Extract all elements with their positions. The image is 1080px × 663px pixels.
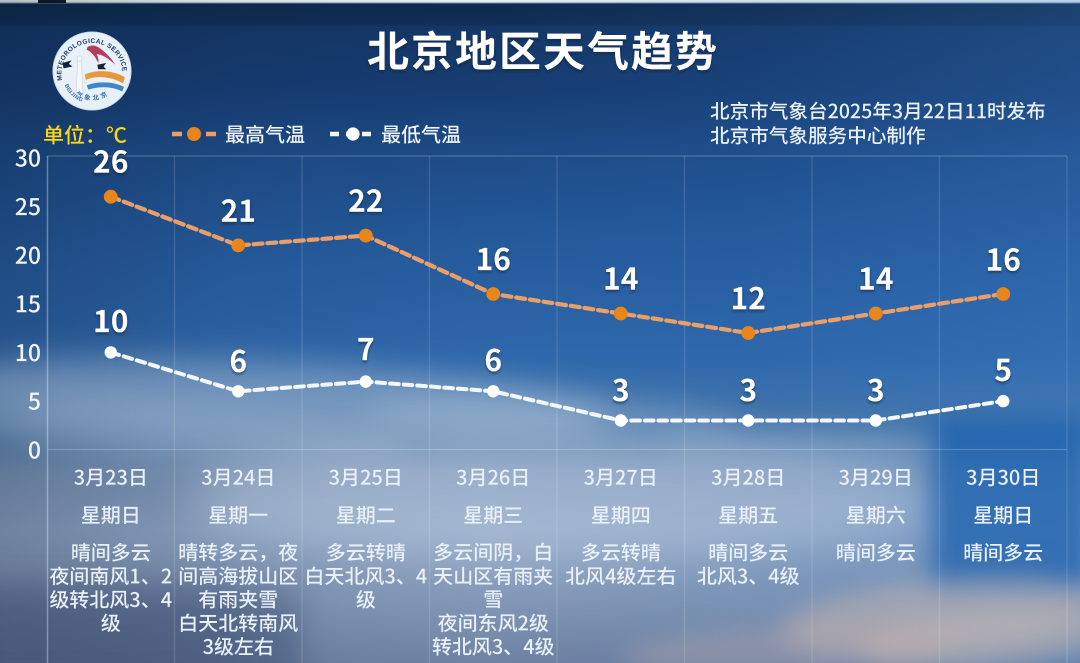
svg-text:BEIJING: BEIJING [63,83,84,104]
svg-text:METEOROLOGICAL SERVICE: METEOROLOGICAL SERVICE [56,38,127,81]
